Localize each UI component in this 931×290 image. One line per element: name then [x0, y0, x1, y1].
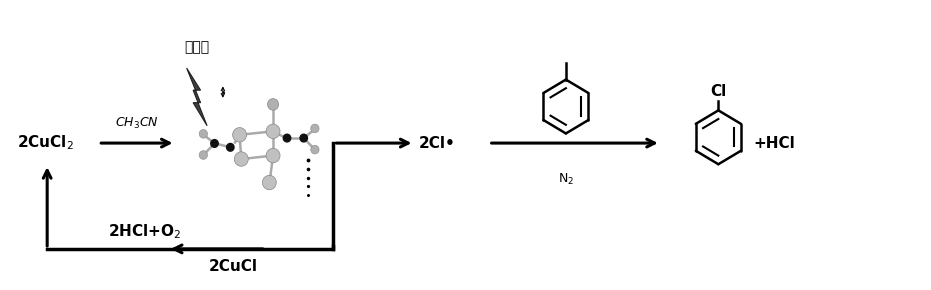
- Polygon shape: [186, 68, 207, 126]
- Circle shape: [199, 130, 208, 138]
- Text: 可见光: 可见光: [184, 41, 209, 55]
- Circle shape: [267, 99, 278, 110]
- Text: N$_2$: N$_2$: [558, 172, 573, 187]
- Circle shape: [266, 148, 280, 163]
- Circle shape: [311, 145, 319, 154]
- Circle shape: [210, 139, 218, 147]
- Text: CH$_3$CN: CH$_3$CN: [115, 115, 159, 130]
- Text: Cl: Cl: [710, 84, 726, 99]
- Text: 2Cl•: 2Cl•: [419, 136, 456, 151]
- Text: +HCl: +HCl: [754, 136, 795, 151]
- Circle shape: [199, 151, 208, 159]
- Circle shape: [311, 124, 319, 133]
- Circle shape: [226, 144, 234, 151]
- Circle shape: [300, 134, 307, 142]
- Circle shape: [283, 134, 290, 142]
- Text: 2CuCl: 2CuCl: [209, 258, 258, 273]
- Text: 2HCl+O$_2$: 2HCl+O$_2$: [108, 222, 182, 241]
- Circle shape: [235, 152, 249, 166]
- Circle shape: [233, 128, 247, 142]
- Text: 2CuCl$_2$: 2CuCl$_2$: [18, 134, 74, 153]
- Circle shape: [266, 124, 280, 139]
- Circle shape: [263, 175, 277, 190]
